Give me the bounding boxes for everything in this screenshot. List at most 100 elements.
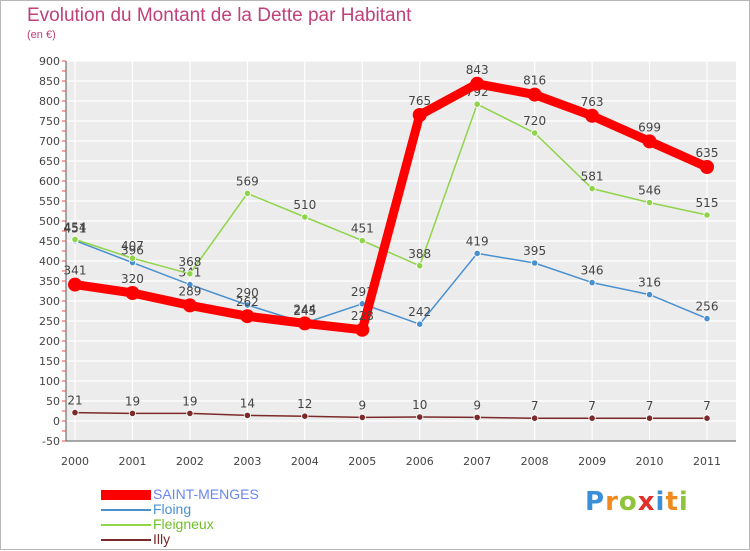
- plot-area: [66, 61, 736, 441]
- data-label-saint-menges: 289: [178, 284, 201, 298]
- y-tick-label: 850: [39, 75, 60, 88]
- data-label-fleigneux: 581: [581, 170, 604, 184]
- data-label-floing: 242: [408, 305, 431, 319]
- chart-unit-label: (en €): [27, 29, 56, 41]
- legend-item-saint-menges: SAINT-MENGES: [101, 487, 341, 502]
- y-tick-label: 200: [39, 335, 60, 348]
- legend-item-fleigneux: Fleigneux: [101, 517, 341, 532]
- data-label-floing: 256: [696, 300, 719, 314]
- y-tick-label: 550: [39, 195, 60, 208]
- data-label-saint-menges: 763: [581, 95, 604, 109]
- data-point-fleigneux: [416, 262, 424, 270]
- data-point-fleigneux: [588, 185, 596, 193]
- data-point-fleigneux: [531, 129, 539, 137]
- data-point-saint-menges: [642, 134, 657, 149]
- x-tick-label: 2002: [176, 455, 204, 468]
- data-point-saint-menges: [585, 108, 600, 123]
- data-label-illy: 19: [125, 394, 140, 408]
- data-label-floing: 346: [581, 264, 604, 278]
- data-label-floing: 245: [293, 304, 316, 318]
- y-tick-label: 100: [39, 375, 60, 388]
- data-point-fleigneux: [128, 254, 137, 262]
- data-point-fleigneux: [358, 237, 366, 245]
- y-tick-label: 400: [39, 255, 60, 268]
- data-point-fleigneux: [301, 213, 309, 221]
- x-tick-label: 2009: [578, 455, 606, 468]
- data-label-fleigneux: 368: [178, 255, 201, 269]
- data-label-saint-menges: 635: [696, 146, 719, 160]
- data-point-fleigneux: [71, 235, 79, 243]
- y-tick-label: 450: [39, 235, 60, 248]
- data-label-fleigneux: 720: [523, 114, 546, 128]
- data-point-illy: [531, 414, 539, 422]
- data-label-floing: 316: [638, 276, 661, 290]
- data-label-fleigneux: 510: [293, 198, 316, 212]
- data-label-illy: 21: [67, 394, 82, 408]
- data-point-illy: [186, 409, 194, 417]
- data-point-illy: [588, 414, 596, 422]
- y-tick-label: 900: [39, 55, 60, 68]
- chart-title: Evolution du Montant de la Dette par Hab…: [27, 5, 412, 26]
- data-point-saint-menges: [470, 76, 485, 91]
- data-point-illy: [645, 414, 654, 422]
- data-point-saint-menges: [125, 286, 140, 300]
- data-point-saint-menges: [68, 277, 82, 292]
- data-label-saint-menges: 244: [293, 302, 316, 316]
- legend-swatch-saint-menges: [101, 489, 151, 500]
- data-label-fleigneux: 569: [236, 174, 259, 188]
- logo-letter: i: [678, 487, 689, 517]
- data-label-floing: 290: [236, 286, 259, 300]
- data-label-illy: 19: [182, 394, 197, 408]
- data-label-illy: 7: [703, 399, 711, 413]
- data-label-fleigneux: 407: [121, 239, 144, 253]
- data-label-saint-menges: 262: [236, 295, 259, 309]
- data-point-fleigneux: [703, 211, 711, 219]
- data-point-floing: [243, 301, 251, 309]
- x-tick-label: 2010: [636, 455, 664, 468]
- data-label-saint-menges: 320: [121, 272, 144, 286]
- x-tick-label: 2006: [406, 455, 434, 468]
- y-tick-label: -50: [42, 435, 60, 448]
- logo-letter: x: [637, 487, 656, 517]
- x-tick-label: 2008: [521, 455, 549, 468]
- x-tick-label: 2003: [233, 455, 261, 468]
- legend-swatch-fleigneux: [101, 523, 151, 526]
- data-label-illy: 9: [473, 398, 481, 412]
- y-tick-label: 800: [39, 95, 60, 108]
- data-label-floing: 396: [121, 244, 144, 258]
- y-tick-label: 150: [39, 355, 60, 368]
- x-tick-label: 2005: [348, 455, 376, 468]
- series-line-floing: [74, 239, 708, 325]
- data-point-floing: [588, 278, 596, 287]
- data-label-floing: 419: [466, 234, 489, 248]
- data-point-illy: [243, 411, 251, 419]
- data-point-saint-menges: [355, 322, 370, 337]
- y-tick-label: 300: [39, 295, 60, 308]
- data-label-illy: 12: [297, 397, 312, 411]
- x-tick-label: 2011: [693, 455, 721, 468]
- data-point-illy: [703, 414, 711, 422]
- legend-swatch-illy: [101, 538, 151, 541]
- data-point-illy: [301, 412, 309, 420]
- y-tick-label: 750: [39, 115, 60, 128]
- y-tick-label: 50: [46, 395, 60, 408]
- data-label-fleigneux: 451: [351, 222, 374, 236]
- data-label-fleigneux: 454: [64, 220, 87, 234]
- y-tick-label: 600: [39, 175, 60, 188]
- data-label-fleigneux: 388: [408, 247, 431, 261]
- data-point-illy: [128, 409, 137, 417]
- data-label-floing: 395: [523, 244, 546, 258]
- logo-letter: o: [618, 487, 638, 517]
- series-line-fleigneux: [74, 103, 708, 275]
- data-point-fleigneux: [645, 199, 654, 207]
- y-tick-label: 250: [39, 315, 60, 328]
- data-point-saint-menges: [412, 108, 427, 122]
- legend: SAINT-MENGES Floing Fleigneux Illy: [101, 487, 341, 547]
- data-label-fleigneux: 546: [638, 184, 661, 198]
- y-tick-label: 650: [39, 155, 60, 168]
- data-point-illy: [358, 413, 366, 421]
- x-tick-label: 2000: [61, 455, 89, 468]
- data-point-saint-menges: [182, 298, 197, 313]
- data-point-illy: [473, 413, 481, 421]
